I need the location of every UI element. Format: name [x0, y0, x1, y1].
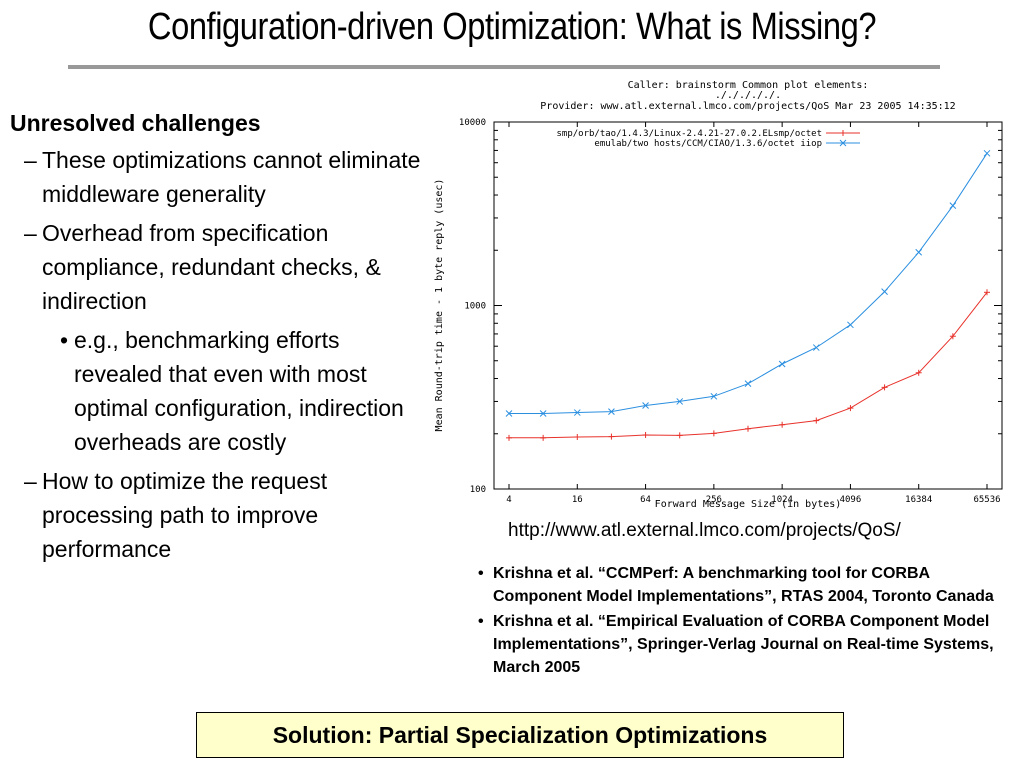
dash-marker: –	[24, 220, 37, 246]
x-tick-label: 256	[706, 495, 722, 505]
data-point	[915, 248, 923, 256]
slide-title: Configuration-driven Optimization: What …	[147, 6, 877, 48]
bullet-item: – These optimizations cannot eliminate m…	[10, 143, 425, 211]
plot-ticks: 4 16 64 256 1024 4096 16384 65536 100 1000 10000	[459, 118, 1002, 505]
marker-stroke	[642, 402, 649, 409]
data-point	[539, 410, 547, 417]
data-point	[642, 431, 649, 438]
x-tick-label: 4	[506, 495, 511, 505]
data-point	[642, 402, 649, 409]
dash-marker: –	[24, 468, 37, 494]
data-point	[506, 434, 512, 441]
plot-header-line: Provider: www.atl.external.lmco.com/proj…	[540, 101, 955, 112]
legend-label: emulab/two hosts/CCM/CIAO/1.3.6/octet ii…	[594, 139, 822, 149]
reference-text: Krishna et al. “Empirical Evaluation of …	[493, 613, 994, 676]
x-tick-label: 4096	[840, 495, 862, 505]
data-point	[847, 321, 854, 329]
data-point	[812, 344, 820, 351]
data-point	[745, 425, 751, 432]
round-trip-plot: Caller: brainstorm Common plot elements:…	[434, 80, 1003, 510]
marker-stroke	[676, 398, 684, 405]
source-url: http://www.atl.external.lmco.com/project…	[508, 520, 901, 541]
challenges-list: Unresolved challenges – These optimizati…	[10, 110, 425, 571]
data-point	[983, 149, 991, 157]
marker-stroke	[915, 248, 923, 256]
plot-header-line: Caller: brainstorm Common plot elements:	[628, 80, 869, 91]
reference-list: • Krishna et al. “CCMPerf: A benchmarkin…	[478, 562, 1018, 681]
bullet-item: – How to optimize the request processing…	[10, 464, 425, 566]
bullet-dot: •	[478, 565, 484, 582]
plot-header: Caller: brainstorm Common plot elements:…	[540, 80, 955, 112]
bullet-item: – Overhead from specification compliance…	[10, 216, 425, 318]
data-point	[676, 398, 684, 405]
x-tick-label: 65536	[973, 495, 1000, 505]
sub-bullet-item: • e.g., benchmarking efforts revealed th…	[10, 323, 425, 459]
data-point	[949, 202, 957, 210]
marker-stroke	[744, 380, 752, 388]
data-point	[984, 289, 990, 296]
marker-stroke	[847, 321, 854, 329]
marker-stroke	[812, 344, 820, 351]
data-point	[915, 369, 922, 376]
data-point	[710, 430, 717, 437]
x-tick-label: 16384	[905, 495, 932, 505]
marker-stroke	[505, 410, 513, 417]
data-point	[949, 333, 956, 340]
challenges-heading: Unresolved challenges	[10, 110, 261, 136]
x-tick-label: 16	[572, 495, 583, 505]
title-underline	[68, 65, 940, 69]
y-tick-label: 10000	[459, 118, 486, 128]
data-point	[573, 409, 581, 416]
plot-series	[505, 149, 991, 441]
data-point	[778, 360, 786, 368]
dash-marker: –	[24, 147, 37, 173]
bullet-text: How to optimize the request processing p…	[42, 468, 328, 562]
y-axis-label: Mean Round-trip time - 1 byte reply (use…	[434, 179, 445, 432]
marker-stroke	[983, 149, 991, 157]
reference-item: • Krishna et al. “Empirical Evaluation o…	[478, 610, 1018, 679]
marker-stroke	[949, 202, 957, 210]
data-point	[744, 380, 752, 388]
reference-item: • Krishna et al. “CCMPerf: A benchmarkin…	[478, 562, 1018, 608]
marker-stroke	[573, 409, 581, 416]
bullet-text: These optimizations cannot eliminate mid…	[42, 147, 421, 207]
reference-text: Krishna et al. “CCMPerf: A benchmarking …	[493, 565, 994, 605]
data-point	[881, 384, 888, 391]
legend-label: smp/orb/tao/1.4.3/Linux-2.4.21-27.0.2.EL…	[556, 129, 822, 139]
plot-frame	[493, 121, 1003, 490]
data-point	[779, 421, 786, 428]
marker-stroke	[881, 288, 888, 295]
marker-stroke	[710, 392, 718, 400]
data-point	[608, 433, 615, 440]
y-tick-label: 100	[470, 485, 486, 495]
data-point	[847, 405, 854, 412]
data-point	[574, 434, 581, 441]
sub-bullet-text: e.g., benchmarking efforts revealed that…	[74, 327, 404, 455]
y-tick-label: 1000	[464, 302, 486, 312]
plot-header-line: ./././././.	[715, 90, 781, 101]
series-line-tao	[509, 291, 988, 439]
data-point	[676, 432, 683, 439]
bullet-text: Overhead from specification compliance, …	[42, 220, 381, 314]
plot-legend: smp/orb/tao/1.4.3/Linux-2.4.21-27.0.2.EL…	[556, 129, 860, 149]
data-point	[505, 410, 513, 417]
data-point	[813, 417, 820, 424]
x-tick-label: 1024	[771, 495, 793, 505]
x-axis-label: Forward Message Size (in bytes)	[655, 499, 842, 510]
data-point	[881, 288, 888, 295]
x-tick-label: 64	[640, 495, 651, 505]
solution-box: Solution: Partial Specialization Optimiz…	[196, 712, 844, 758]
bullet-dot: •	[60, 327, 69, 353]
data-point	[710, 392, 718, 400]
marker-stroke	[608, 408, 615, 415]
marker-stroke	[778, 360, 786, 368]
legend-marker	[839, 139, 847, 147]
bullet-dot: •	[478, 613, 484, 630]
data-point	[540, 434, 547, 441]
marker-stroke	[539, 410, 547, 417]
data-point	[608, 408, 615, 415]
